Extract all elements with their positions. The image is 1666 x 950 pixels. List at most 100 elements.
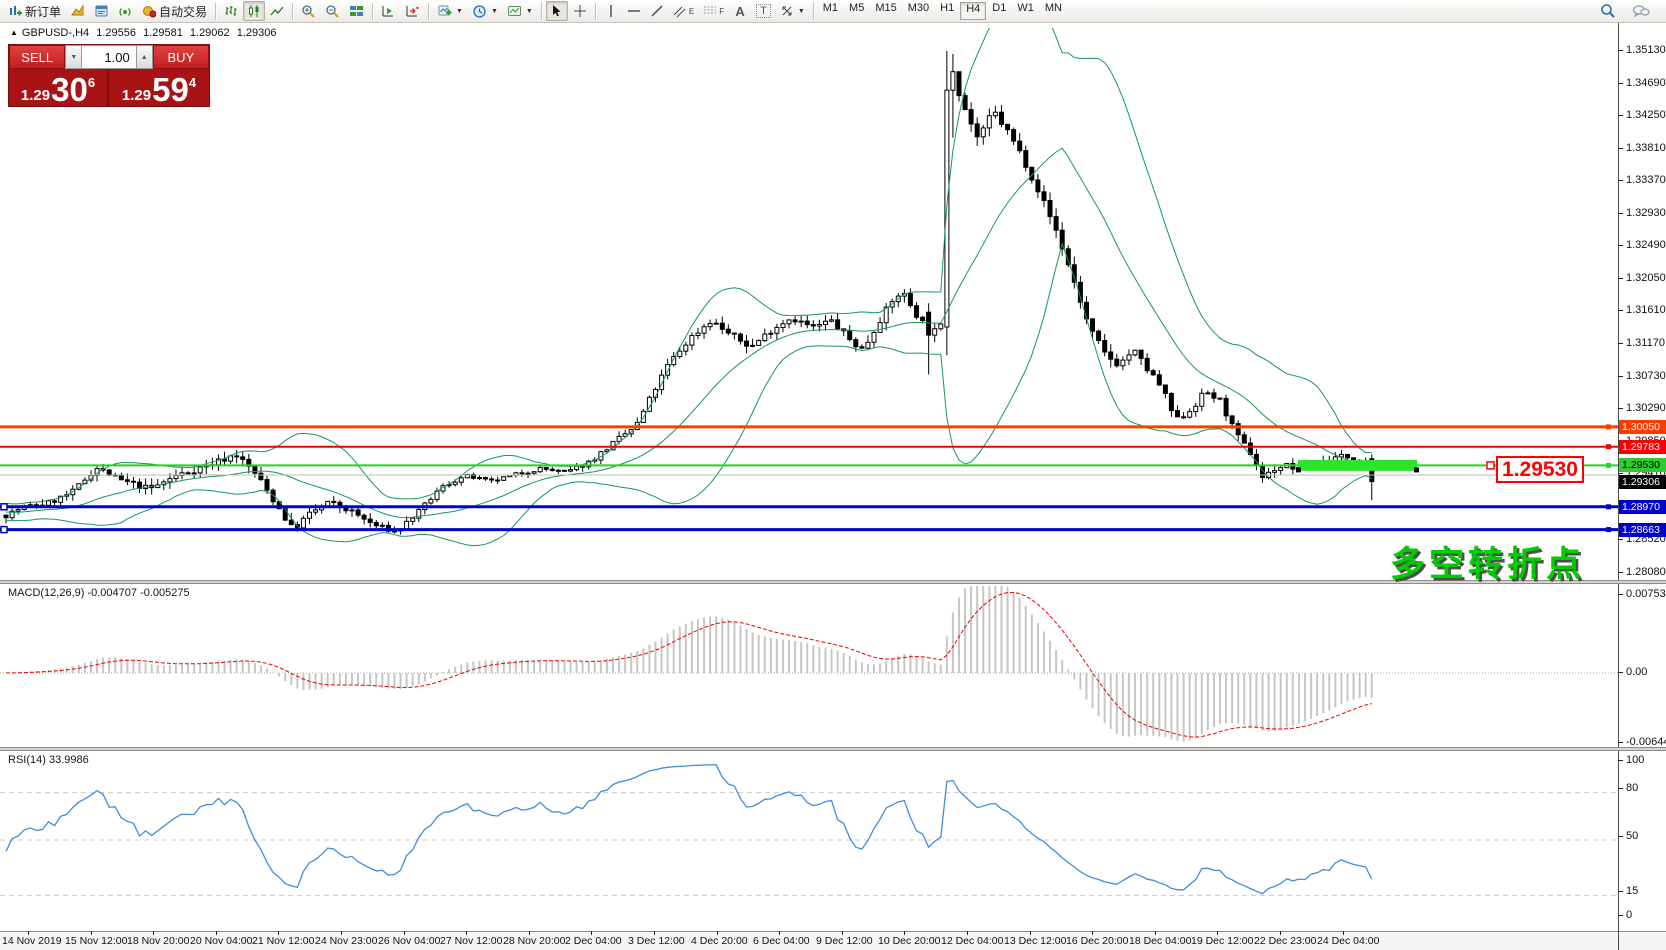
tab-timeframe-M15[interactable]: M15 <box>875 2 897 14</box>
pane-splitter[interactable] <box>0 580 1666 584</box>
periods-button[interactable]: ▼ <box>468 1 502 21</box>
chat-button[interactable] <box>1628 1 1654 21</box>
price-axis-label: 1.30290 <box>1618 402 1666 414</box>
ohlc-low: 1.29062 <box>189 27 230 39</box>
new-order-button[interactable]: 新订单 <box>4 1 65 21</box>
trendline-button[interactable] <box>646 1 668 21</box>
time-axis-label: 24 Dec 04:00 <box>1317 931 1379 947</box>
top-toolbar: 新订单 自动交易 ▼ ▼ <box>0 0 1666 23</box>
cursor-button[interactable] <box>545 1 568 21</box>
time-axis-label: 2 Dec 04:00 <box>565 931 622 947</box>
toolbar-right-icons <box>1596 1 1662 21</box>
price-axis-label: 1.32930 <box>1618 207 1666 219</box>
bid-price[interactable]: 1.29 30 6 <box>9 69 109 106</box>
tab-timeframe-M30[interactable]: M30 <box>907 2 930 14</box>
tab-timeframe-M1[interactable]: M1 <box>822 2 839 14</box>
tab-timeframe-M5[interactable]: M5 <box>849 2 865 14</box>
indicators-button[interactable]: ▼ <box>433 1 467 21</box>
chart-shift-icon <box>406 6 419 17</box>
time-axis-label: 26 Nov 04:00 <box>378 931 440 947</box>
bar-chart-icon <box>225 6 237 16</box>
time-axis-label: 22 Dec 23:00 <box>1254 931 1316 947</box>
toolbar-separator <box>540 2 542 20</box>
text-label-button[interactable]: T <box>752 1 775 21</box>
toolbar-separator <box>428 2 430 20</box>
toolbar-separator <box>812 2 814 20</box>
line-chart-button[interactable] <box>266 1 288 21</box>
line-handle-marker[interactable] <box>0 525 8 534</box>
green-zone-rect[interactable] <box>1298 459 1417 471</box>
vertical-line-button[interactable] <box>600 1 622 21</box>
price-tag-1.28663: 1.28663 <box>1619 523 1666 537</box>
tab-timeframe-MN[interactable]: MN <box>1044 2 1062 14</box>
price-annotation-box[interactable]: 1.29530 <box>1496 456 1584 483</box>
buy-button[interactable]: BUY <box>152 45 210 69</box>
fibonacci-button[interactable]: F <box>699 1 728 21</box>
auto-scroll-button[interactable] <box>377 1 400 21</box>
volume-input[interactable]: 1.00 <box>82 45 136 69</box>
chart-shift-button[interactable] <box>401 1 424 21</box>
vertical-line-icon <box>610 5 612 17</box>
time-axis-label: 15 Nov 12:00 <box>65 931 127 947</box>
volume-increase-button[interactable]: ▲ <box>135 45 153 69</box>
bollinger-upper-band <box>5 28 1372 505</box>
candlestick-chart-button[interactable] <box>243 1 266 21</box>
auto-scroll-icon <box>382 6 394 17</box>
zone-handle-marker[interactable] <box>1414 467 1419 473</box>
main-chart-canvas[interactable] <box>0 28 1618 580</box>
time-axis-label: 3 Dec 12:00 <box>628 931 685 947</box>
zoom-in-icon <box>302 4 315 18</box>
price-axis-label: 1.32490 <box>1618 239 1666 251</box>
ask-price[interactable]: 1.29 59 4 <box>109 69 209 106</box>
zoom-in-button[interactable] <box>297 1 320 21</box>
charts-profile-button[interactable] <box>66 1 89 21</box>
signal-waves-icon <box>119 8 131 16</box>
ask-pipette: 4 <box>188 75 197 90</box>
chart-title: ▲ GBPUSD-,H4 1.29556 1.29581 1.29062 1.29… <box>10 27 280 39</box>
horizontal-line-button[interactable] <box>623 1 645 21</box>
volume-decrease-button[interactable]: ▼ <box>65 45 83 69</box>
crosshair-button[interactable] <box>569 1 591 21</box>
collapse-arrow-icon[interactable]: ▲ <box>10 28 18 37</box>
tab-timeframe-W1[interactable]: W1 <box>1017 2 1034 14</box>
bar-chart-button[interactable] <box>220 1 242 21</box>
tab-timeframe-D1[interactable]: D1 <box>992 2 1007 14</box>
signals-button[interactable] <box>114 1 137 21</box>
rsi-pane-canvas[interactable] <box>0 751 1618 931</box>
search-button[interactable] <box>1596 1 1620 21</box>
templates-button[interactable]: ▼ <box>503 1 537 21</box>
zoom-out-button[interactable] <box>321 1 344 21</box>
pane-splitter[interactable] <box>0 747 1666 751</box>
autotrading-icon <box>143 6 157 18</box>
text-tool-icon: A <box>735 3 745 19</box>
autotrading-button[interactable]: 自动交易 <box>138 1 211 21</box>
dropdown-caret-icon: ▼ <box>490 7 498 15</box>
annotation-anchor-marker[interactable] <box>1486 461 1495 470</box>
tile-windows-button[interactable] <box>345 1 368 21</box>
macd-label: MACD(12,26,9) -0.004707 -0.005275 <box>8 587 190 599</box>
text-button[interactable]: A <box>729 1 751 21</box>
tab-timeframe-H4[interactable]: H4 <box>960 2 987 20</box>
channel-button[interactable]: E <box>669 1 698 21</box>
arrows-button[interactable]: ▼ <box>776 1 809 21</box>
time-axis-label: 24 Nov 23:00 <box>315 931 377 947</box>
trendline-icon <box>651 5 663 17</box>
time-axis <box>0 931 1666 950</box>
sell-button[interactable]: SELL <box>9 45 66 69</box>
macd-axis-label: -0.006446 <box>1618 736 1666 748</box>
time-axis-label: 13 Dec 12:00 <box>1004 931 1066 947</box>
price-axis-label: 1.35130 <box>1618 44 1666 56</box>
market-watch-button[interactable] <box>90 1 113 21</box>
zone-handle-marker[interactable] <box>1296 467 1301 473</box>
tab-timeframe-H1[interactable]: H1 <box>940 2 955 14</box>
autotrading-label: 自动交易 <box>159 4 208 19</box>
line-chart-icon <box>270 6 284 16</box>
time-axis-label: 18 Nov 20:00 <box>127 931 189 947</box>
turning-point-annotation[interactable]: 多空转折点 <box>1390 545 1586 584</box>
rsi-axis-label: 80 <box>1618 782 1638 794</box>
macd-pane-canvas[interactable] <box>0 584 1618 747</box>
fibo-tag-label: F <box>719 6 725 16</box>
template-icon <box>507 6 521 16</box>
line-handle-marker[interactable] <box>0 503 8 511</box>
candlestick-chart-icon <box>249 5 259 17</box>
